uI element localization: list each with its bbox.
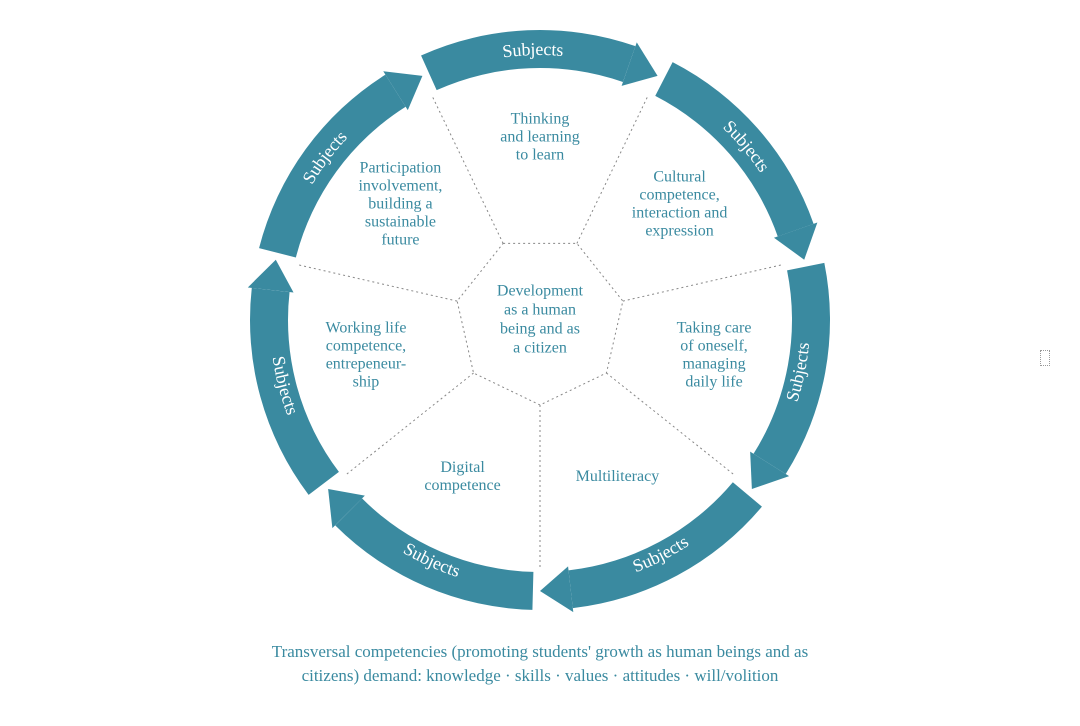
side-marker-box bbox=[1040, 350, 1050, 366]
caption-line-1: Transversal competencies (promoting stud… bbox=[272, 642, 808, 661]
radial-divider bbox=[432, 95, 504, 244]
segment-label: Digitalcompetence bbox=[424, 459, 500, 494]
ring-arc bbox=[421, 30, 635, 90]
segment-label: Multiliteracy bbox=[576, 468, 660, 485]
ring-label: Subjects bbox=[501, 39, 564, 61]
segment-label: Thinkingand learningto learn bbox=[500, 111, 580, 164]
segment-label: Taking careof oneself,managingdaily life bbox=[677, 320, 752, 391]
segment-label: Working lifecompetence,entrepeneur-ship bbox=[326, 320, 407, 391]
caption-line-2: citizens) demand: knowledge · skills · v… bbox=[302, 666, 779, 685]
ring-arrowhead bbox=[540, 566, 573, 612]
radial-divider bbox=[296, 264, 457, 301]
competency-wheel-diagram: Thinkingand learningto learn Culturalcomp… bbox=[240, 20, 840, 620]
segment-label: Culturalcompetence,interaction andexpres… bbox=[632, 169, 728, 240]
ring-arrowhead bbox=[248, 260, 294, 293]
radial-divider bbox=[623, 264, 784, 301]
wheel-svg: Thinkingand learningto learn Culturalcomp… bbox=[240, 20, 840, 620]
center-label: Developmentas a humanbeing and asa citiz… bbox=[497, 283, 584, 357]
diagram-caption: Transversal competencies (promoting stud… bbox=[0, 640, 1080, 688]
segment-label: Participationinvolvement,building asusta… bbox=[358, 160, 442, 249]
